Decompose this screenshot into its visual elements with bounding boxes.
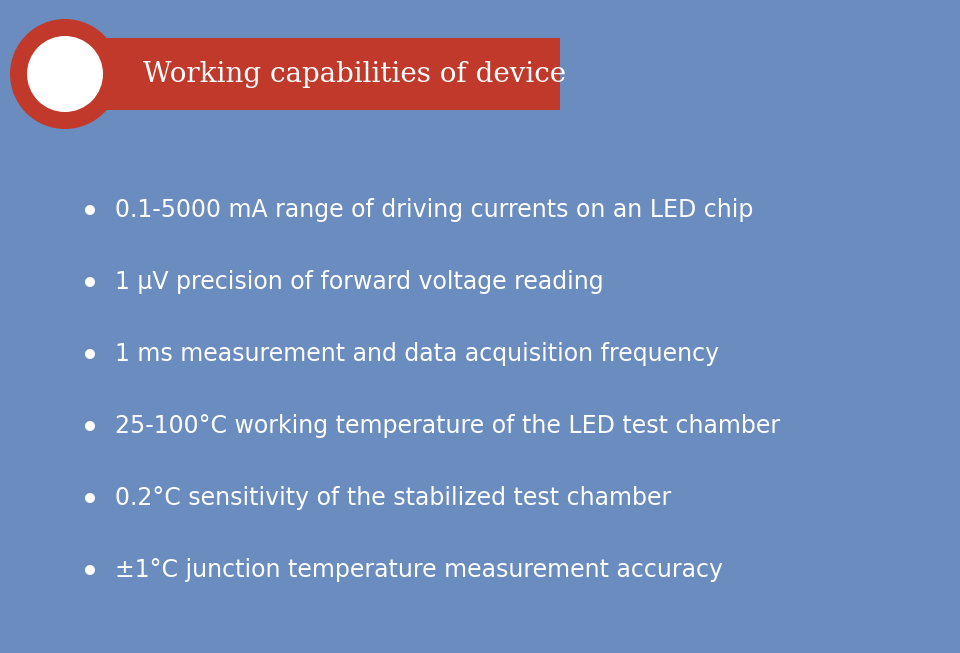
Circle shape [85, 277, 95, 287]
Circle shape [27, 36, 103, 112]
Text: 0.2°C sensitivity of the stabilized test chamber: 0.2°C sensitivity of the stabilized test… [115, 486, 671, 510]
Circle shape [10, 19, 120, 129]
Text: 1 ms measurement and data acquisition frequency: 1 ms measurement and data acquisition fr… [115, 342, 719, 366]
Circle shape [85, 493, 95, 503]
Circle shape [85, 421, 95, 431]
Circle shape [85, 349, 95, 359]
Text: ±1°C junction temperature measurement accuracy: ±1°C junction temperature measurement ac… [115, 558, 723, 582]
Circle shape [85, 205, 95, 215]
Text: 25-100°C working temperature of the LED test chamber: 25-100°C working temperature of the LED … [115, 414, 780, 438]
FancyBboxPatch shape [90, 38, 560, 110]
Text: 1 μV precision of forward voltage reading: 1 μV precision of forward voltage readin… [115, 270, 604, 294]
Circle shape [85, 565, 95, 575]
Text: 0.1-5000 mA range of driving currents on an LED chip: 0.1-5000 mA range of driving currents on… [115, 198, 754, 222]
Text: Working capabilities of device: Working capabilities of device [143, 61, 566, 88]
